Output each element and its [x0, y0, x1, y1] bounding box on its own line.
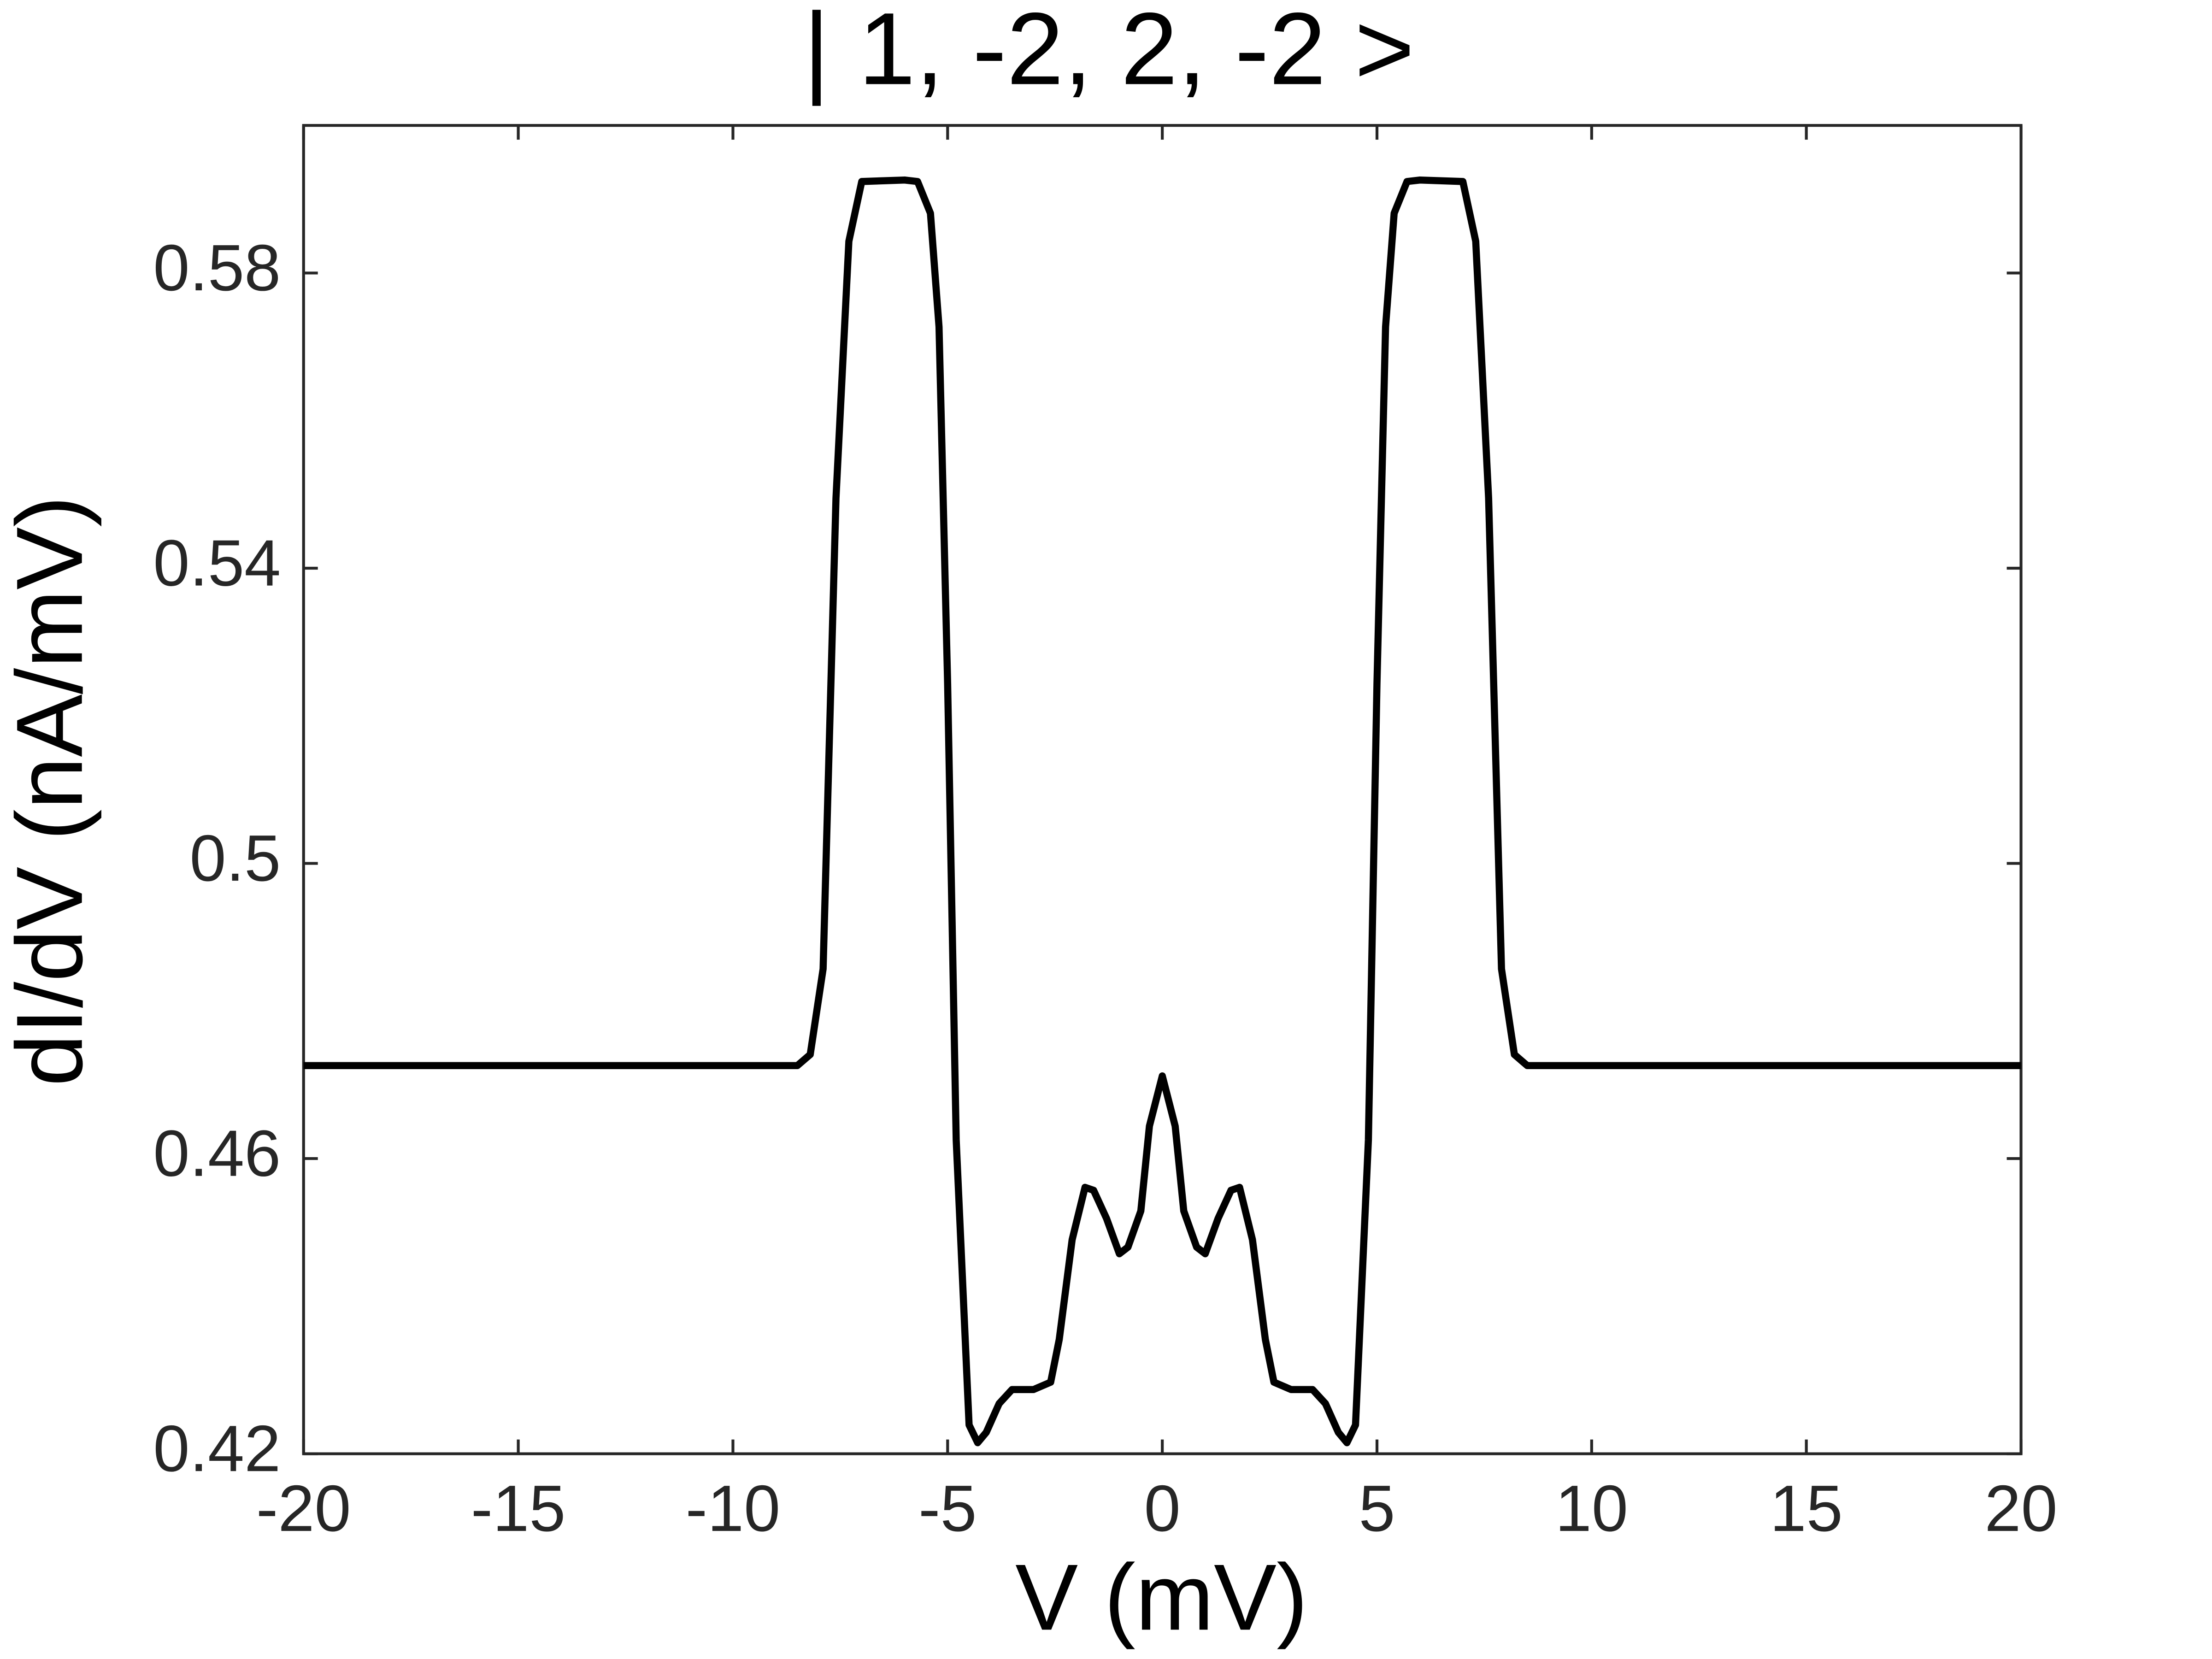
x-tick-label: -10 — [686, 1472, 781, 1545]
x-tick-label: 20 — [1984, 1472, 2057, 1545]
x-tick-label: 5 — [1359, 1472, 1395, 1545]
y-axis-label: dI/dV (nA/mV) — [0, 496, 102, 1087]
y-tick-label: 0.42 — [153, 1412, 281, 1485]
x-tick-label: -20 — [256, 1472, 351, 1545]
x-tick-label: 10 — [1555, 1472, 1628, 1545]
x-tick-label: 15 — [1770, 1472, 1843, 1545]
y-tick-label: 0.54 — [153, 527, 281, 600]
x-tick-label: 0 — [1144, 1472, 1181, 1545]
y-tick-label: 0.46 — [153, 1117, 281, 1190]
x-tick-label: -15 — [471, 1472, 566, 1545]
x-tick-label: -5 — [918, 1472, 977, 1545]
y-tick-label: 0.5 — [190, 822, 281, 895]
data-line — [303, 176, 2021, 1447]
chart-title: | 1, -2, 2, -2 > — [803, 0, 1414, 106]
y-tick-label: 0.58 — [153, 231, 281, 305]
x-axis-label: V (mV) — [1015, 1545, 1308, 1650]
